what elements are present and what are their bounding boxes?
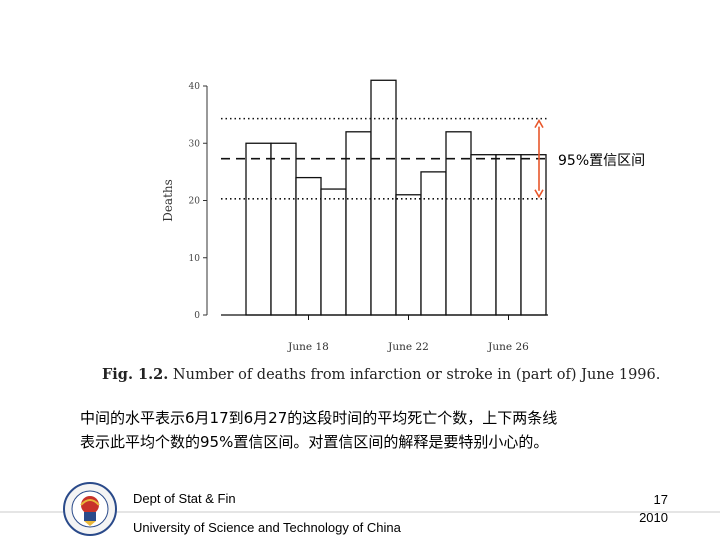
bar [520, 154, 547, 316]
university-seal-icon [63, 482, 117, 536]
ci-arrow-head-up [534, 119, 544, 129]
bar [345, 131, 372, 316]
bar [420, 171, 447, 316]
bar [470, 154, 497, 316]
explanation-text: 中间的水平表示6月17到6月27的这段时间的平均死亡个数，上下两条线 表示此平均… [80, 406, 680, 454]
confidence-interval-label: 95%置信区间 [558, 153, 646, 169]
bar [370, 79, 397, 316]
bar [270, 142, 297, 316]
year-label: 2010 [639, 510, 668, 525]
y-axis-label: Deaths [161, 179, 175, 222]
page-number-block: 17 2010 [639, 491, 668, 527]
bar [295, 176, 322, 316]
y-tick-label: 10 [189, 254, 201, 264]
bar [445, 131, 472, 316]
y-tick-label: 0 [194, 311, 200, 321]
deaths-bar-chart: 0 10 20 30 40 Deaths June 18 June 22 June 26 [161, 79, 548, 353]
y-tick-label: 40 [189, 82, 201, 92]
page-number: 17 [653, 492, 668, 507]
university-name: University of Science and Technology of … [133, 520, 401, 535]
department-name: Dept of Stat & Fin [133, 491, 236, 506]
x-tick-label: June 26 [487, 341, 529, 353]
bar [320, 188, 347, 316]
explanation-line-1: 中间的水平表示6月17到6月27的这段时间的平均死亡个数，上下两条线 [80, 409, 558, 427]
ci-arrow-head-down [534, 189, 544, 199]
x-tick-label: June 18 [287, 341, 329, 353]
figure-caption-prefix: Fig. 1.2. [102, 366, 169, 383]
bar [245, 142, 272, 316]
bar [495, 154, 522, 316]
figure-caption-text: Number of deaths from infarction or stro… [172, 367, 661, 383]
y-tick-label: 20 [189, 197, 201, 207]
explanation-line-2: 表示此平均个数的95%置信区间。对置信区间的解释是要特别小心的。 [80, 433, 549, 451]
x-tick-label: June 22 [387, 341, 429, 353]
figure-caption: Fig. 1.2. Number of deaths from infarcti… [102, 366, 660, 383]
footer-divider [0, 511, 720, 513]
y-tick-label: 30 [189, 139, 201, 149]
bar [395, 194, 422, 316]
